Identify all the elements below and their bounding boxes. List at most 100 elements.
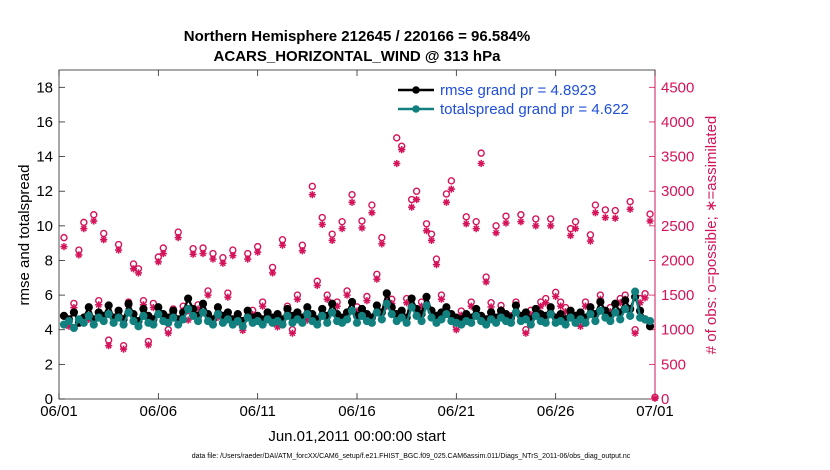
legend-rmse-marker (412, 86, 420, 94)
assimilated-obs-stroke (294, 296, 301, 303)
possible-obs-marker (308, 182, 316, 191)
rmse-point (318, 304, 327, 314)
rmse-point (114, 306, 123, 315)
totalspread-point (491, 318, 501, 327)
possible-obs-marker (477, 149, 485, 157)
assimilated-obs-marker (532, 222, 540, 230)
y-tick-label-left: 0 (45, 391, 53, 408)
y-tick-label-right: 1500 (661, 287, 694, 304)
assimilated-obs-marker (363, 297, 371, 305)
assimilated-obs-stroke (423, 227, 430, 234)
rmse-point (303, 303, 312, 312)
assimilated-obs-marker (413, 195, 421, 204)
totalspread-point (184, 304, 193, 314)
rmse-point (511, 301, 521, 310)
assimilated-obs-stroke (299, 247, 306, 254)
y-tick-label-right: 0 (661, 391, 669, 408)
assimilated-obs-stroke (373, 276, 380, 283)
totalspread-point (208, 320, 218, 329)
assimilated-obs-marker (422, 227, 431, 235)
assimilated-obs-marker (437, 295, 446, 303)
assimilated-obs-marker (611, 214, 619, 222)
assimilated-obs-marker (462, 220, 470, 228)
assimilated-obs-marker (298, 247, 306, 255)
assimilated-obs-stroke (627, 206, 634, 213)
totalspread-point (506, 318, 516, 327)
assimilated-obs-stroke (582, 303, 589, 310)
possible-obs-marker (348, 190, 356, 199)
y-axis-label-left: rmse and totalspread (16, 165, 33, 306)
possible-obs-marker (472, 217, 480, 226)
assimilated-obs-marker (378, 240, 386, 248)
totalspread-point (129, 316, 138, 326)
totalspread-point (99, 316, 108, 326)
assimilated-obs-stroke (135, 269, 142, 276)
possible-obs-marker (422, 220, 431, 228)
assimilated-obs-marker (641, 294, 649, 302)
assimilated-obs-stroke (269, 269, 276, 276)
assimilated-obs-stroke (393, 160, 400, 167)
y-tick-label-left: 6 (45, 287, 53, 304)
assimilated-obs-stroke (478, 160, 485, 167)
totalspread-point (526, 320, 535, 329)
assimilated-obs-stroke (651, 395, 659, 402)
assimilated-obs-stroke (363, 297, 370, 304)
assimilated-obs-marker (268, 269, 277, 277)
assimilated-obs-stroke (165, 330, 172, 337)
totalspread-point (546, 310, 555, 319)
assimilated-obs-marker (204, 291, 212, 299)
assimilated-obs-marker (442, 198, 450, 206)
assimilated-obs-stroke (468, 303, 475, 310)
rmse-point (213, 303, 223, 312)
assimilated-obs-marker (542, 299, 550, 307)
assimilated-obs-marker (60, 243, 68, 251)
assimilated-obs-stroke (348, 199, 356, 206)
totalspread-point (318, 311, 327, 320)
possible-obs-marker (532, 215, 540, 223)
rmse-point (154, 303, 163, 312)
totalspread-point (84, 311, 93, 320)
assimilated-obs-marker (219, 259, 227, 267)
x-tick-label: 07/01 (636, 403, 674, 420)
assimilated-obs-marker (224, 293, 232, 301)
rmse-point (397, 306, 406, 315)
totalspread-point (149, 320, 158, 329)
assimilated-obs-marker (308, 191, 316, 199)
assimilated-obs-marker (95, 301, 103, 309)
assimilated-obs-marker (134, 269, 143, 277)
totalspread-point (79, 318, 88, 327)
y-tick-label-left: 2 (45, 356, 53, 373)
assimilated-obs-marker (129, 265, 138, 273)
totalspread-point (134, 322, 143, 331)
assimilated-obs-marker (477, 159, 485, 168)
y-tick-label-left: 14 (36, 149, 53, 166)
assimilated-obs-marker (427, 236, 436, 244)
assimilated-obs-stroke (483, 278, 490, 285)
assimilated-obs-stroke (329, 237, 336, 244)
totalspread-point (164, 318, 173, 327)
x-tick-label: 06/21 (438, 403, 476, 420)
assimilated-obs-marker (323, 295, 331, 303)
y-axis-label-right: # of obs: o=possible; ∗=assimilated (703, 116, 720, 355)
assimilated-obs-stroke (493, 229, 500, 236)
footer-data-file: data file: /Users/raeder/DAI/ATM_forcXX/… (192, 453, 631, 460)
totalspread-point (179, 315, 188, 324)
assimilated-obs-marker (566, 231, 575, 240)
y-tick-label-left: 16 (36, 114, 53, 131)
totalspread-point (467, 318, 476, 327)
assimilated-obs-marker (552, 292, 560, 301)
assimilated-obs-stroke (199, 250, 207, 257)
possible-obs-marker (368, 201, 376, 209)
totalspread-point (511, 308, 521, 317)
assimilated-obs-marker (646, 217, 654, 225)
assimilated-obs-marker (278, 241, 287, 249)
assimilated-obs-marker (288, 329, 297, 337)
assimilated-obs-stroke (403, 299, 410, 306)
assimilated-obs-stroke (339, 225, 346, 232)
assimilated-obs-marker (472, 225, 480, 233)
totalspread-point (139, 311, 148, 320)
assimilated-obs-marker (393, 159, 401, 168)
assimilated-obs-stroke (204, 292, 212, 299)
assimilated-obs-stroke (453, 326, 460, 333)
rmse-point (621, 296, 630, 305)
